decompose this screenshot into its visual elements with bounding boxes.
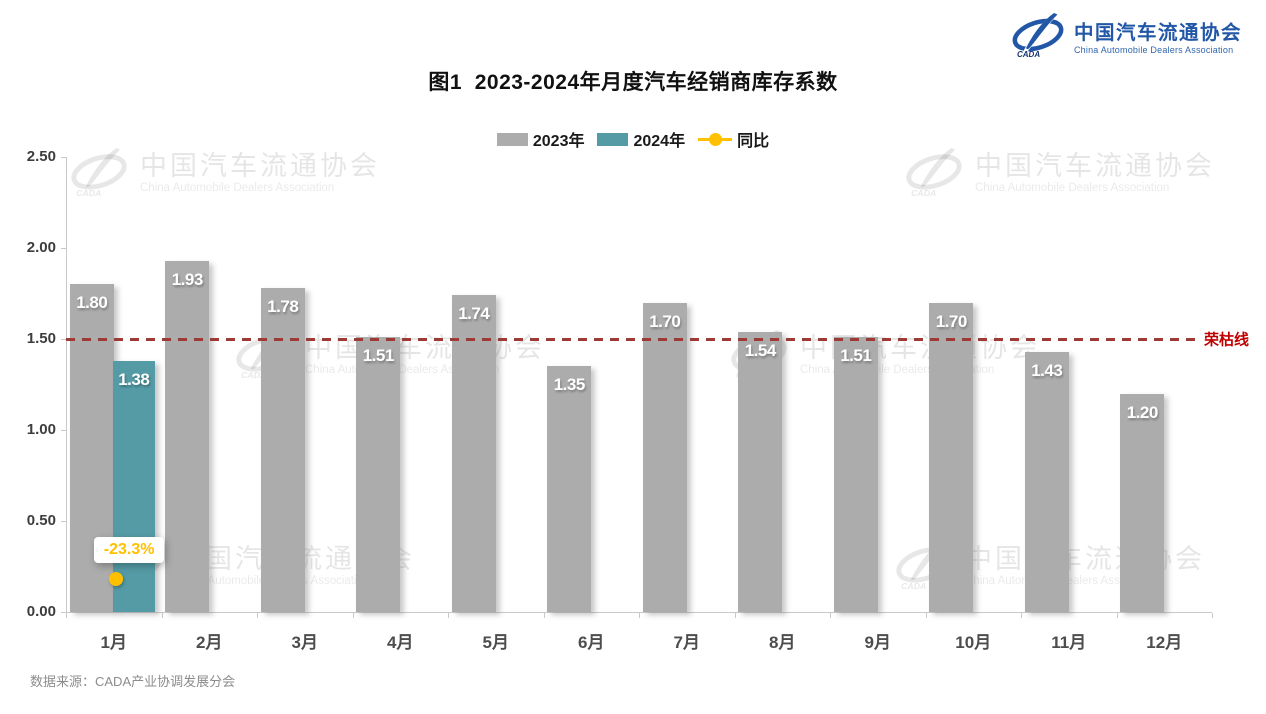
- bar-value-2023年-3月: 1.78: [267, 297, 299, 317]
- x-axis-tick: [734, 613, 736, 618]
- x-tick-label: 1月: [100, 633, 127, 652]
- watermark-en: China Automobile Dealers Association: [140, 182, 335, 195]
- y-tick-label: 0.00: [26, 603, 56, 620]
- legend-swatch: [496, 132, 528, 146]
- bar-2023年-6月: [547, 366, 592, 612]
- yoy-point-marker: [108, 572, 123, 586]
- x-tick-label: 10月: [955, 633, 992, 652]
- bar-2023年-4月: [356, 337, 401, 612]
- bar-value-2023年-10月: 1.70: [935, 311, 968, 331]
- y-axis-line: [66, 157, 67, 612]
- y-axis-tick: [61, 430, 66, 431]
- x-axis-tick: [830, 613, 831, 618]
- chart-title: 图1 2023-2024年月度汽车经销商库存系数: [428, 71, 838, 94]
- y-tick-label: 2.00: [26, 239, 56, 256]
- x-tick-label: 6月: [578, 633, 605, 652]
- x-tick-label: 4月: [387, 633, 414, 652]
- bar-value-2023年-8月: 1.54: [744, 340, 777, 360]
- yoy-value-callout: -23.3%: [93, 537, 165, 563]
- bar-2023年-5月: [451, 295, 496, 612]
- watermark-en: China Automobile Dealers Association: [305, 364, 500, 377]
- bar-value-2023年-12月: 1.20: [1126, 402, 1159, 422]
- bar-value-2023年-2月: 1.93: [171, 269, 204, 289]
- x-tick-label: 11月: [1051, 633, 1087, 652]
- x-tick-label: 7月: [673, 633, 700, 652]
- y-tick-label: 2.50: [26, 148, 56, 165]
- bar-2023年-11月: [1024, 351, 1069, 612]
- y-axis-tick: [61, 612, 66, 613]
- y-axis-tick: [61, 157, 66, 158]
- bar-2024年-1月: [112, 360, 155, 612]
- x-axis-tick: [352, 613, 354, 618]
- bar-value-2023年-7月: 1.70: [649, 311, 681, 331]
- legend-item-2024年: 2024年: [597, 127, 685, 151]
- x-axis-tick: [543, 613, 545, 618]
- bar-2023年-2月: [165, 260, 210, 612]
- bar-value-2023年-5月: 1.74: [458, 304, 490, 324]
- x-tick-label: 5月: [482, 633, 509, 652]
- watermark-cn: 中国汽车流通协会: [975, 150, 1215, 181]
- bar-value-2023年-11月: 1.43: [1031, 360, 1063, 380]
- watermark-en: China Automobile Dealers Association: [965, 575, 1159, 588]
- x-axis-tick: [639, 613, 640, 618]
- bar-2023年-12月: [1120, 393, 1165, 612]
- y-axis-tick: [61, 339, 66, 340]
- legend-item-2023年: 2023年: [496, 127, 585, 151]
- x-tick-label: 12月: [1146, 633, 1183, 652]
- x-tick-label: 9月: [864, 633, 891, 652]
- cada-swoosh-icon: CADA: [1010, 13, 1066, 64]
- bar-value-2024年-1月: 1.38: [118, 369, 150, 389]
- legend-label: 2024年: [633, 133, 686, 150]
- x-tick-label: 8月: [769, 633, 796, 652]
- bar-value-2023年-1月: 1.80: [76, 293, 108, 313]
- svg-text:CADA: CADA: [1017, 50, 1040, 59]
- watermark-en: China Automobile Dealers Association: [975, 182, 1170, 195]
- bar-2023年-9月: [833, 337, 878, 612]
- bar-2023年-3月: [260, 288, 305, 612]
- reference-line-label: 荣枯线: [1204, 331, 1250, 349]
- svg-text:CADA: CADA: [911, 188, 936, 198]
- x-axis-tick: [161, 613, 163, 618]
- y-axis-tick: [61, 248, 66, 249]
- bar-2023年-10月: [929, 302, 974, 612]
- y-tick-label: 1.00: [26, 421, 56, 438]
- bar-value-2023年-6月: 1.35: [553, 375, 586, 395]
- org-name-cn: 中国汽车流通协会: [1073, 22, 1242, 45]
- x-axis-line: [66, 612, 1212, 613]
- bar-value-2023年-4月: 1.51: [362, 346, 395, 366]
- org-name-en: China Automobile Dealers Association: [1073, 44, 1234, 55]
- y-axis-tick: [61, 521, 66, 522]
- svg-text:CADA: CADA: [76, 188, 101, 198]
- bar-2023年-8月: [738, 331, 783, 612]
- y-tick-label: 0.50: [26, 512, 56, 529]
- legend-swatch: [597, 132, 629, 146]
- watermark-cn: 中国汽车流通协会: [965, 543, 1205, 574]
- x-axis-tick: [257, 613, 258, 618]
- bar-value-2023年-9月: 1.51: [840, 346, 872, 366]
- bar-2023年-7月: [642, 302, 687, 612]
- x-axis-tick: [448, 613, 449, 618]
- x-axis-tick: [925, 613, 927, 618]
- x-axis-tick: [1021, 613, 1022, 618]
- legend-label: 同比: [737, 133, 770, 150]
- legend-label: 2023年: [532, 133, 585, 150]
- x-axis-tick: [66, 613, 67, 618]
- svg-text:CADA: CADA: [901, 581, 926, 591]
- y-tick-label: 1.50: [26, 330, 56, 347]
- legend-item-同比: 同比: [698, 127, 769, 151]
- chart-legend: 2023年 2024年 同比: [0, 127, 1266, 151]
- watermark-cn: 中国汽车流通协会: [305, 332, 545, 363]
- x-tick-label: 2月: [196, 633, 223, 652]
- x-tick-label: 3月: [291, 633, 318, 652]
- x-axis-tick: [1212, 613, 1213, 618]
- reference-line: [66, 338, 1198, 341]
- legend-point-marker: [698, 132, 733, 146]
- watermark-cn: 中国汽车流通协会: [140, 150, 380, 181]
- data-source-note: 数据来源：CADA产业协调发展分会: [30, 674, 236, 689]
- cada-logo: CADA 中国汽车流通协会 China Automobile Dealers A…: [1010, 13, 1242, 64]
- x-axis-tick: [1116, 613, 1118, 618]
